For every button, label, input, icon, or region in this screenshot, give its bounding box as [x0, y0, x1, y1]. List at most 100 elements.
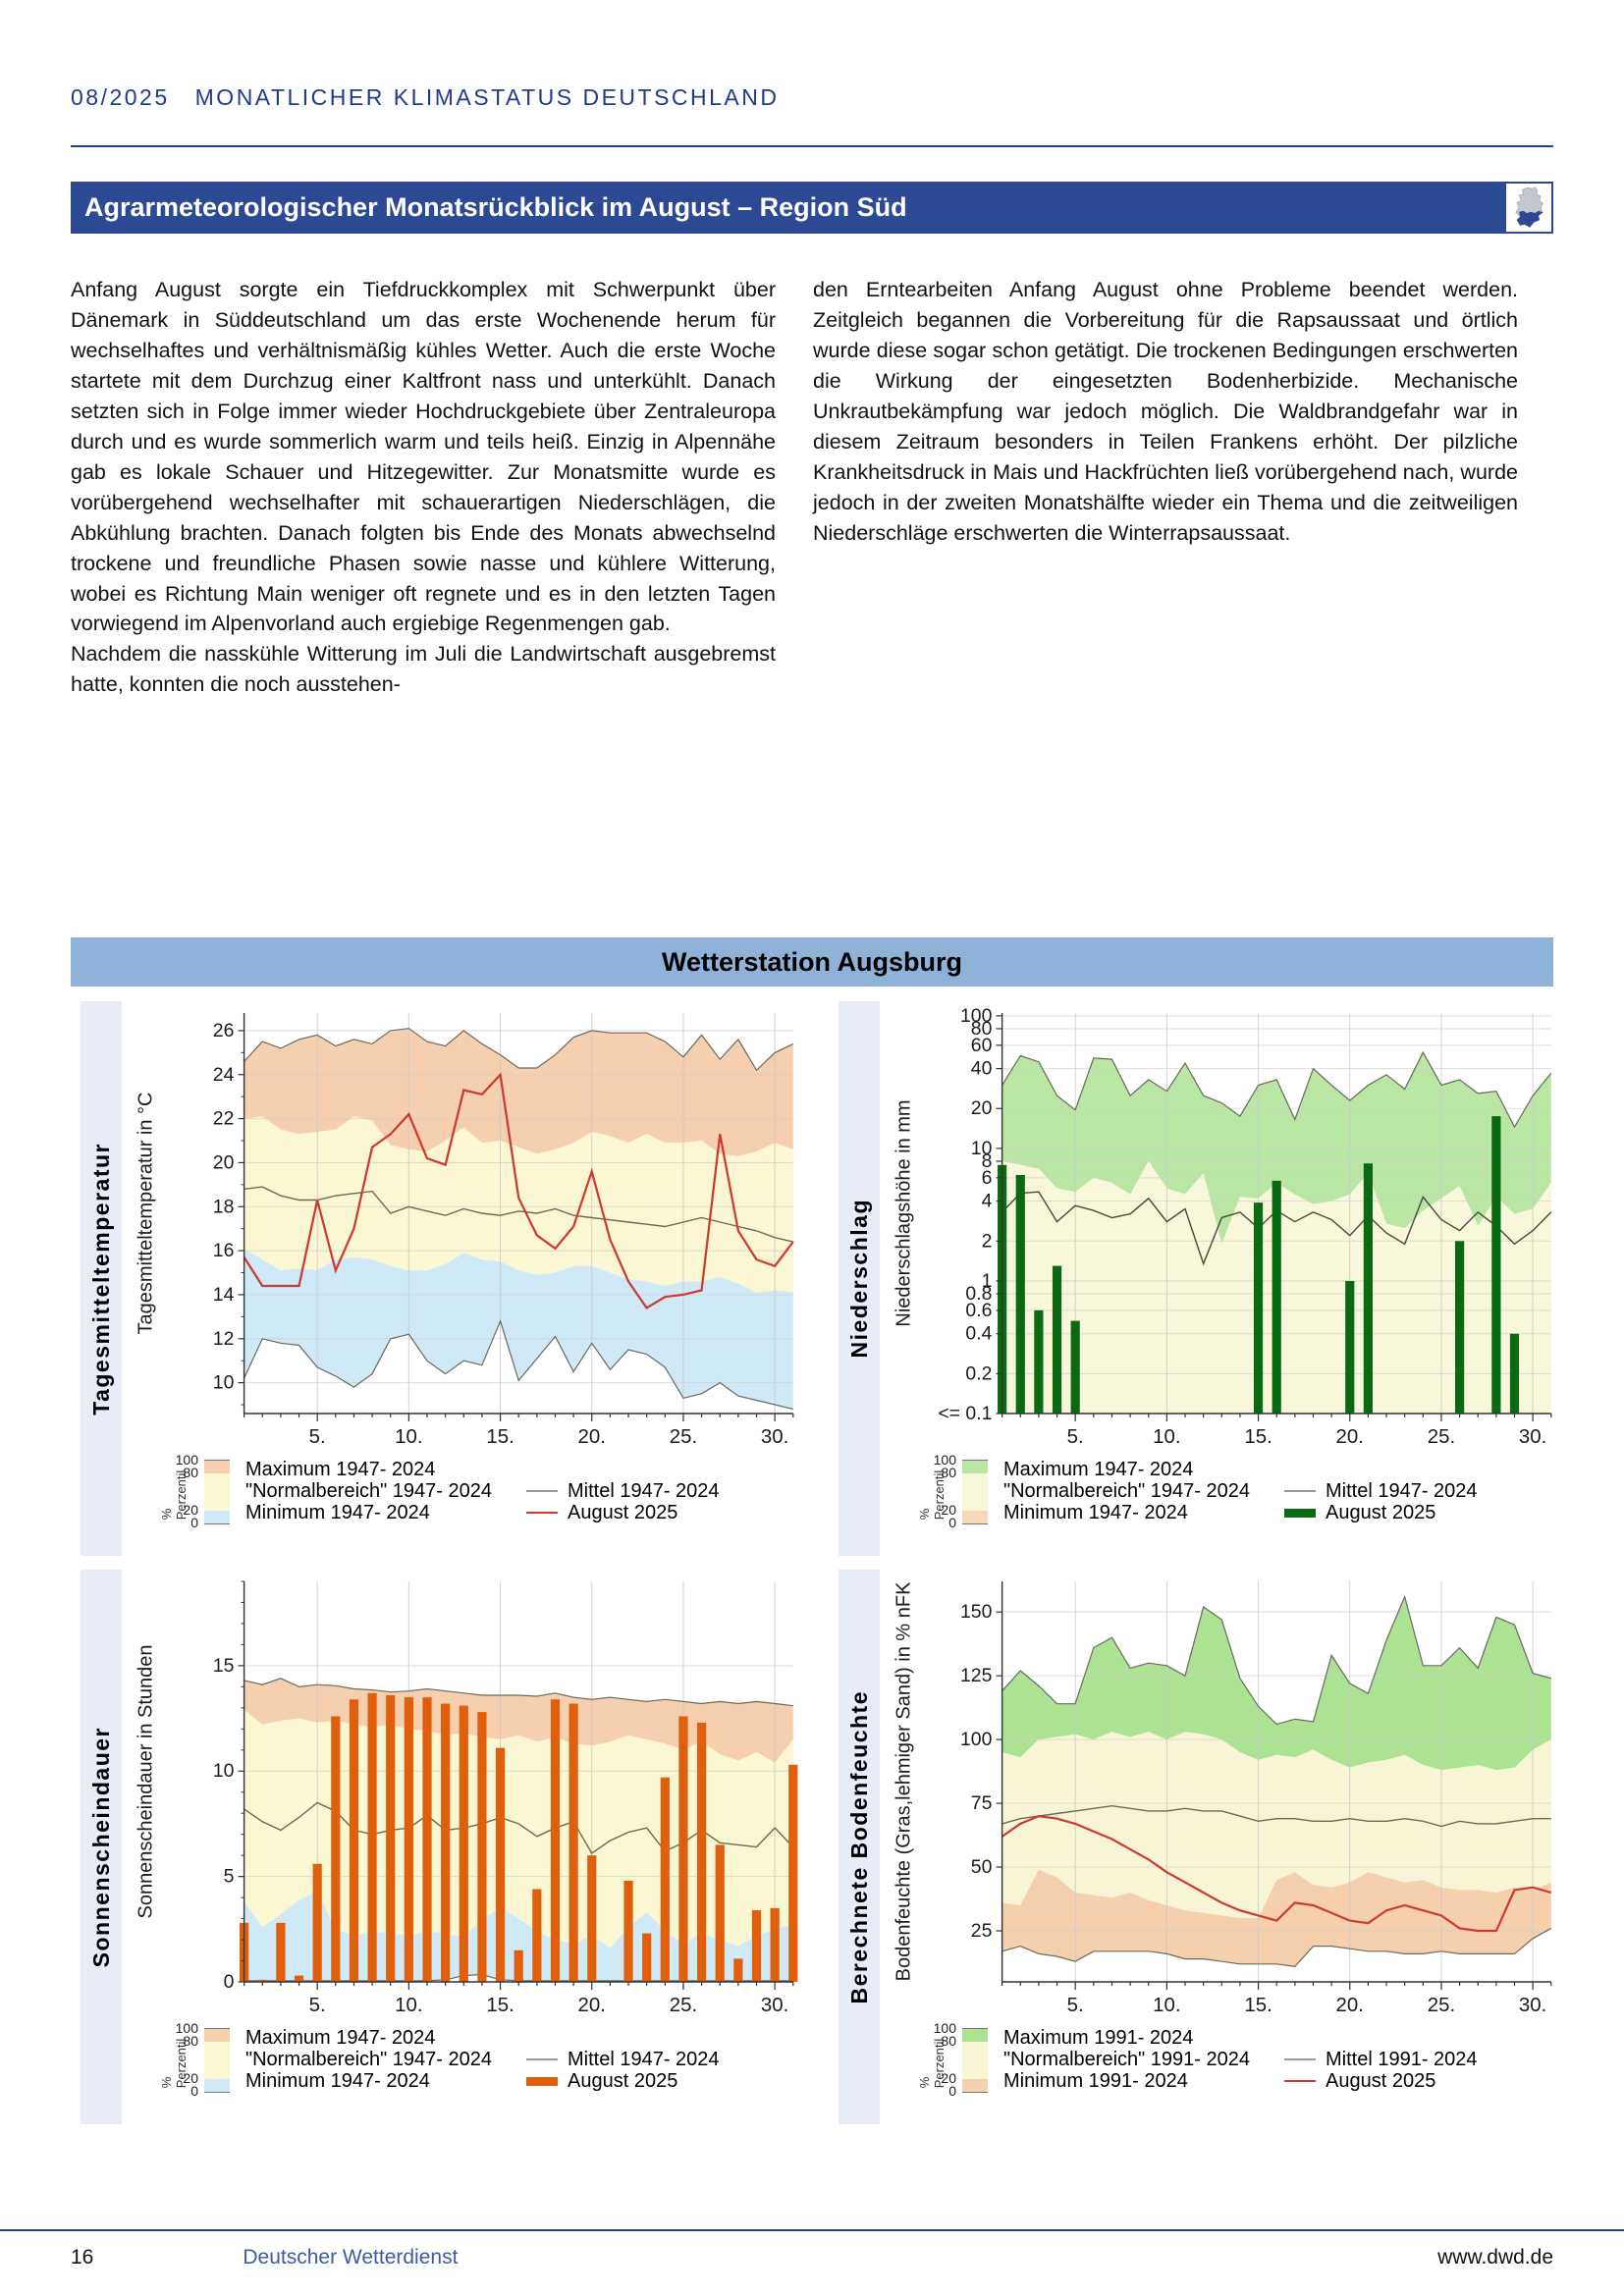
svg-text:15.: 15. [1244, 1995, 1272, 2016]
august-bar-swatch [526, 2076, 558, 2086]
svg-text:16: 16 [213, 1241, 235, 1261]
mittel-line-swatch [526, 1490, 558, 1492]
svg-text:15.: 15. [486, 1995, 514, 2016]
percentile-tick: 20 [941, 1502, 956, 1518]
sonnenscheindauer-plot: 5. 10. 15. 20. 25. 30. 0 5 10 15 Sonnenscheindauer… [135, 1580, 798, 2016]
mittel-line-swatch [1284, 1490, 1316, 1492]
percentile-band-max [962, 2029, 988, 2042]
svg-text:20.: 20. [1336, 1426, 1364, 1448]
percentile-band-min [204, 1511, 230, 1523]
svg-text:40: 40 [971, 1059, 993, 1080]
doc-header: 08/2025 MONATLICHER KLIMASTATUS DEUTSCHLA… [71, 84, 779, 111]
svg-text:60: 60 [971, 1036, 993, 1056]
legend-item-mittel: Mittel 1947- 2024 [526, 1480, 720, 1502]
legend-item-august: August 2025 [526, 1502, 720, 1523]
svg-text:12: 12 [213, 1329, 235, 1350]
legend-item: Maximum 1991- 2024 [1003, 2026, 1194, 2049]
percentile-colorbar [204, 1460, 230, 1524]
tagesmitteltemperatur-legend: % Perzentil 100 80 20 0 Maximum 1947- 2024 "No… [159, 1452, 803, 1550]
tagesmitteltemperatur-percentile-scale: % Perzentil 100 80 20 0 [159, 1452, 232, 1530]
bodenfeuchte-legend-bands: Maximum 1991- 2024 "Normalbereich" 1991- … [1003, 2027, 1271, 2092]
paragraph: Nachdem die nasskühle Witterung im Juli … [71, 642, 776, 697]
charts-grid: Tagesmitteltemperatur 5. 10. 15. 20. 25. 30. 10… [81, 1001, 1561, 2124]
svg-text:10.: 10. [395, 1426, 422, 1448]
percentile-band-max [962, 1461, 988, 1473]
svg-text:30.: 30. [1519, 1426, 1546, 1448]
svg-text:Niederschlagshöhe in mm: Niederschlagshöhe in mm [893, 1099, 914, 1326]
svg-text:Bodenfeuchte (Gras,lehmiger Sa: Bodenfeuchte (Gras,lehmiger Sand) in % n… [893, 1581, 914, 1981]
germany-map-icon [1506, 184, 1551, 232]
svg-text:5: 5 [224, 1867, 235, 1888]
bodenfeuchte-legend: % Perzentil 100 80 20 0 Maximum 1991- 2024 "No… [917, 2020, 1561, 2118]
percentile-tick: 80 [941, 1465, 956, 1480]
section-banner: Agrarmeteorologischer Monatsrückblick im… [71, 182, 1553, 234]
august-line-swatch [1284, 2080, 1316, 2082]
svg-text:15.: 15. [486, 1426, 514, 1448]
legend-item-august: August 2025 [1284, 2070, 1478, 2092]
percentile-colorbar [962, 2028, 988, 2093]
bodenfeuchte-chart: 5. 10. 15. 20. 25. 30. 25 50 75 100 125 150 Bodenfeu… [884, 1570, 1561, 2124]
sonnenscheindauer-legend-bands: Maximum 1947- 2024 "Normalbereich" 1947- … [245, 2027, 513, 2092]
legend-item-august: August 2025 [1284, 1502, 1478, 1523]
legend-item: "Normalbereich" 1991- 2024 [1003, 2048, 1251, 2070]
svg-text:30.: 30. [761, 1995, 788, 2016]
svg-text:5.: 5. [309, 1995, 326, 2016]
mittel-line-swatch [526, 2058, 558, 2060]
svg-text:20: 20 [213, 1153, 235, 1174]
publisher: Deutscher Wetterdienst [243, 2246, 459, 2269]
svg-text:100: 100 [960, 1730, 992, 1750]
sonnenscheindauer-legend: % Perzentil 100 80 20 0 Maximum 1947- 2024 "No… [159, 2020, 803, 2118]
svg-text:25.: 25. [670, 1995, 697, 2016]
percentile-ticks: 100 80 20 0 [933, 1452, 958, 1530]
paragraph: Anfang August sorgte ein Tiefdruckkomple… [71, 278, 776, 636]
svg-text:75: 75 [971, 1793, 993, 1814]
percentile-tick: 0 [190, 2083, 198, 2099]
svg-text:Sonnenscheindauer in Stunden: Sonnenscheindauer in Stunden [135, 1644, 156, 1918]
svg-text:50: 50 [971, 1857, 993, 1878]
svg-text:80: 80 [971, 1019, 993, 1040]
svg-text:1: 1 [982, 1271, 993, 1292]
niederschlag-plot: 5. 10. 15. 20. 25. 30.1008060402010864210.80.… [893, 1006, 1552, 1448]
right-column: den Erntearbeiten Anfang August ohne Pro… [813, 275, 1518, 700]
left-column: Anfang August sorgte ein Tiefdruckkomple… [71, 275, 776, 700]
percentile-colorbar [204, 2028, 230, 2093]
svg-text:10.: 10. [1153, 1426, 1180, 1448]
svg-text:10: 10 [213, 1761, 235, 1782]
legend-spacer [526, 1459, 720, 1480]
svg-text:5.: 5. [1067, 1426, 1084, 1448]
svg-text:30.: 30. [1519, 1995, 1546, 2016]
footer: 16 Deutscher Wetterdienst www.dwd.de [71, 2246, 1553, 2269]
page-number: 16 [71, 2246, 94, 2269]
tagesmitteltemperatur-legend-bands: Maximum 1947- 2024 "Normalbereich" 1947- … [245, 1459, 513, 1523]
niederschlag-side-strip: Niederschlag [839, 1001, 880, 1556]
niederschlag-chart-cell: Niederschlag 5. 10. 15. 20. 25. 30. 100 80 60 40 20… [839, 1001, 1561, 1556]
legend-item: "Normalbereich" 1947- 2024 [245, 1479, 493, 1502]
percentile-ticks: 100 80 20 0 [175, 1452, 200, 1530]
bodenfeuchte-percentile-scale: % Perzentil 100 80 20 0 [917, 2020, 990, 2099]
percentile-band-normal [204, 1473, 230, 1511]
svg-text:0: 0 [224, 1972, 235, 1993]
legend-item: Minimum 1947- 2024 [245, 2069, 430, 2092]
percentile-band-normal [962, 2042, 988, 2079]
website-link[interactable]: www.dwd.de [1437, 2246, 1553, 2269]
percentile-tick: 0 [190, 1515, 198, 1530]
percentile-band-normal [962, 1473, 988, 1511]
svg-text:0.4: 0.4 [965, 1324, 992, 1345]
percentile-band-min [204, 2079, 230, 2092]
august-line-swatch [526, 1512, 558, 1514]
svg-text:24: 24 [213, 1065, 235, 1086]
svg-text:10.: 10. [1153, 1995, 1180, 2016]
legend-item-mittel: Mittel 1947- 2024 [1284, 1480, 1478, 1502]
legend-spacer [1284, 2027, 1478, 2049]
legend-item: "Normalbereich" 1947- 2024 [245, 2048, 493, 2070]
station-banner: Wetterstation Augsburg [71, 937, 1553, 987]
paragraph: den Erntearbeiten Anfang August ohne Pro… [813, 278, 1518, 545]
svg-text:10: 10 [971, 1139, 993, 1159]
percentile-band-max [204, 2029, 230, 2042]
svg-text:20.: 20. [1336, 1995, 1364, 2016]
tagesmitteltemperatur-plot: 5. 10. 15. 20. 25. 30. 10 12 14 16 18 20 22 24 26 Tages… [135, 1013, 794, 1448]
svg-text:25: 25 [971, 1921, 993, 1942]
tagesmitteltemperatur-chart-cell: Tagesmitteltemperatur 5. 10. 15. 20. 25. 30. 10… [81, 1001, 803, 1556]
svg-text:10: 10 [213, 1373, 235, 1394]
sonnenscheindauer-chart: 5. 10. 15. 20. 25. 30. 0 5 10 15 Sonnenscheindauer… [126, 1570, 803, 2124]
